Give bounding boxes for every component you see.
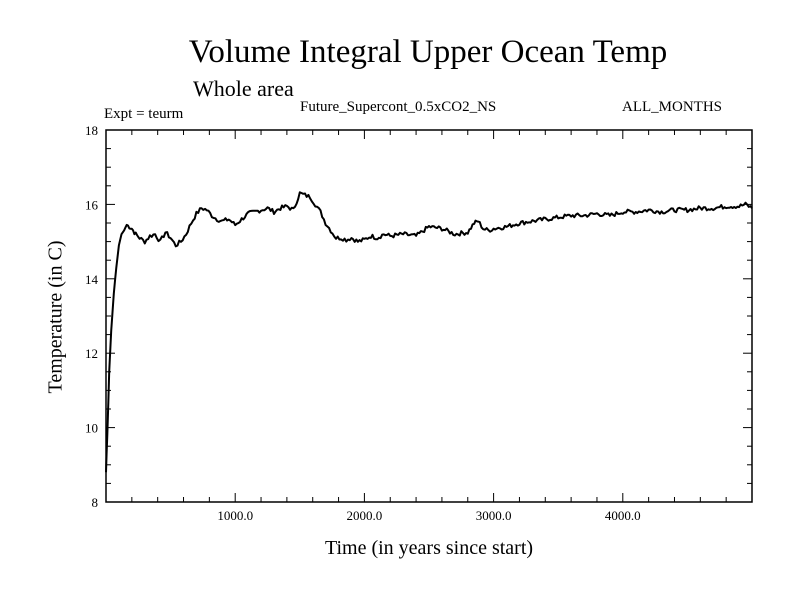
plot-frame: [105, 129, 753, 503]
experiment-label: Expt = teurm: [104, 106, 184, 122]
y-tick-label: 10: [85, 421, 98, 436]
y-tick-label: 12: [85, 346, 98, 361]
chart-title: Volume Integral Upper Ocean Temp: [188, 34, 668, 70]
x-tick-label: 4000.0: [605, 508, 641, 523]
chart-subtitle: Whole area: [193, 76, 294, 101]
x-tick-label: 3000.0: [476, 508, 512, 523]
x-axis-label: Time (in years since start): [324, 537, 534, 559]
run-name-label: Future_Supercont_0.5xCO2_NS: [300, 99, 497, 115]
y-tick-label: 8: [92, 495, 99, 510]
months-label: ALL_MONTHS: [622, 99, 722, 115]
series-line: [105, 191, 753, 473]
y-tick-label: 14: [85, 272, 99, 287]
y-tick-label: 16: [85, 197, 99, 212]
x-tick-label: 1000.0: [217, 508, 253, 523]
x-tick-label: 2000.0: [347, 508, 383, 523]
y-tick-label: 18: [85, 123, 98, 138]
